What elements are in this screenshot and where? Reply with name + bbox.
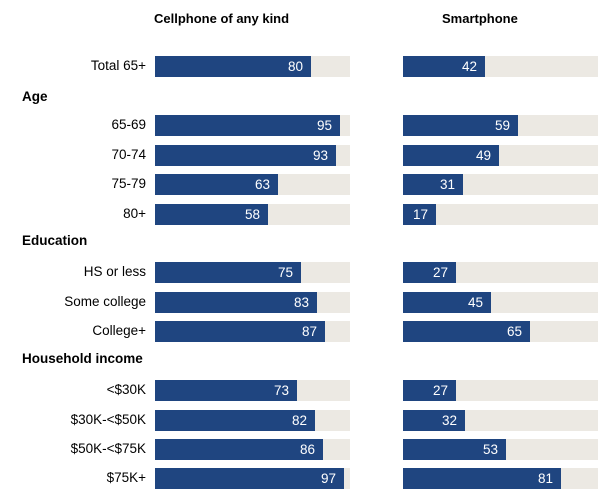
smartphone-value-label: 81 (537, 471, 553, 486)
smartphone-value-label: 42 (461, 59, 477, 74)
cellphone-bar (155, 56, 311, 77)
cellphone-bar (155, 468, 344, 489)
smartphone-bar (403, 204, 436, 225)
smartphone-bar (403, 468, 561, 489)
category-label: Some college (64, 294, 146, 309)
smartphone-bar (403, 115, 518, 136)
category-label: $50K-<$75K (70, 441, 146, 456)
cellphone-value-label: 75 (277, 265, 293, 280)
section-label: Age (22, 89, 48, 104)
cellphone-value-label: 86 (299, 442, 315, 457)
category-label: 65-69 (111, 117, 146, 132)
category-label: HS or less (83, 264, 146, 279)
cellphone-bar (155, 174, 278, 195)
cellphone-value-label: 83 (293, 295, 309, 310)
smartphone-bar (403, 410, 465, 431)
category-label: 70-74 (111, 147, 146, 162)
cellphone-bar (155, 292, 317, 313)
category-label: <$30K (106, 382, 146, 397)
smartphone-bar (403, 292, 491, 313)
cellphone-value-label: 93 (312, 148, 328, 163)
cellphone-bar (155, 204, 268, 225)
cellphone-value-label: 63 (254, 177, 270, 192)
cellphone-value-label: 73 (273, 383, 289, 398)
cellphone-bar (155, 439, 323, 460)
category-label: Total 65+ (90, 58, 146, 73)
category-label: $30K-<$50K (70, 412, 146, 427)
smartphone-value-label: 31 (439, 177, 455, 192)
cellphone-value-label: 97 (320, 471, 336, 486)
cellphone-bar (155, 115, 340, 136)
smartphone-value-label: 65 (506, 324, 522, 339)
category-label: College+ (92, 323, 146, 338)
column-header-cellphone: Cellphone of any kind (154, 11, 290, 26)
column-header-smartphone: Smartphone (442, 11, 518, 26)
section-label: Education (22, 233, 88, 248)
smartphone-value-label: 53 (482, 442, 498, 457)
category-label: 80+ (123, 206, 146, 221)
cellphone-value-label: 87 (301, 324, 317, 339)
category-label: $75K+ (106, 470, 146, 485)
smartphone-value-label: 27 (432, 265, 448, 280)
smartphone-value-label: 27 (432, 383, 448, 398)
smartphone-bar (403, 174, 463, 195)
smartphone-value-label: 32 (441, 413, 457, 428)
cellphone-bar (155, 321, 325, 342)
category-label: 75-79 (111, 176, 146, 191)
cellphone-value-label: 58 (244, 207, 260, 222)
cellphone-bar (155, 410, 315, 431)
smartphone-bar (403, 380, 456, 401)
cellphone-bar (155, 380, 297, 401)
cellphone-value-label: 95 (316, 118, 332, 133)
smartphone-value-label: 49 (475, 148, 491, 163)
smartphone-track (403, 204, 598, 225)
cellphone-value-label: 80 (287, 59, 303, 74)
smartphone-value-label: 17 (412, 207, 428, 222)
section-label: Household income (22, 351, 143, 366)
smartphone-bar (403, 145, 499, 166)
smartphone-bar (403, 321, 530, 342)
smartphone-bar (403, 56, 485, 77)
smartphone-bar (403, 439, 506, 460)
cellphone-bar (155, 262, 301, 283)
smartphone-value-label: 59 (494, 118, 510, 133)
cellphone-bar (155, 145, 336, 166)
cellphone-value-label: 82 (291, 413, 307, 428)
smartphone-value-label: 45 (467, 295, 483, 310)
smartphone-bar (403, 262, 456, 283)
